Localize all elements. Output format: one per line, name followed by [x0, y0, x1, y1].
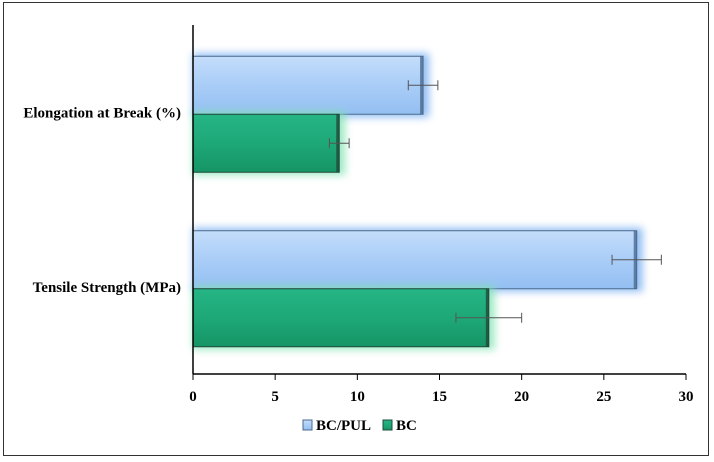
category-label: Tensile Strength (MPa) — [33, 280, 181, 296]
x-tick-label: 5 — [271, 389, 279, 405]
legend-swatch — [302, 419, 313, 431]
error-bar — [407, 80, 439, 91]
category-label: Elongation at Break (%) — [23, 105, 181, 121]
x-tick-label: 15 — [432, 389, 447, 405]
bar-bc-1 — [192, 288, 490, 348]
legend-entry: BC/PUL — [302, 418, 371, 434]
bar-bc-0 — [192, 113, 340, 173]
x-tick-label: 10 — [350, 389, 365, 405]
error-bar — [455, 312, 523, 323]
x-tick-label: 30 — [679, 389, 694, 405]
legend-label: BC/PUL — [316, 418, 371, 434]
bar-bc-pul-0 — [192, 55, 424, 115]
legend-swatch — [382, 419, 393, 431]
x-tick-label: 0 — [189, 389, 197, 405]
legend-entry: BC — [382, 418, 417, 434]
error-bar — [328, 138, 350, 149]
bar-bc-pul-1 — [192, 230, 638, 290]
error-bar — [611, 254, 662, 265]
x-tick-label: 20 — [514, 389, 529, 405]
x-tick-label: 25 — [596, 389, 611, 405]
legend-label: BC — [396, 418, 417, 434]
